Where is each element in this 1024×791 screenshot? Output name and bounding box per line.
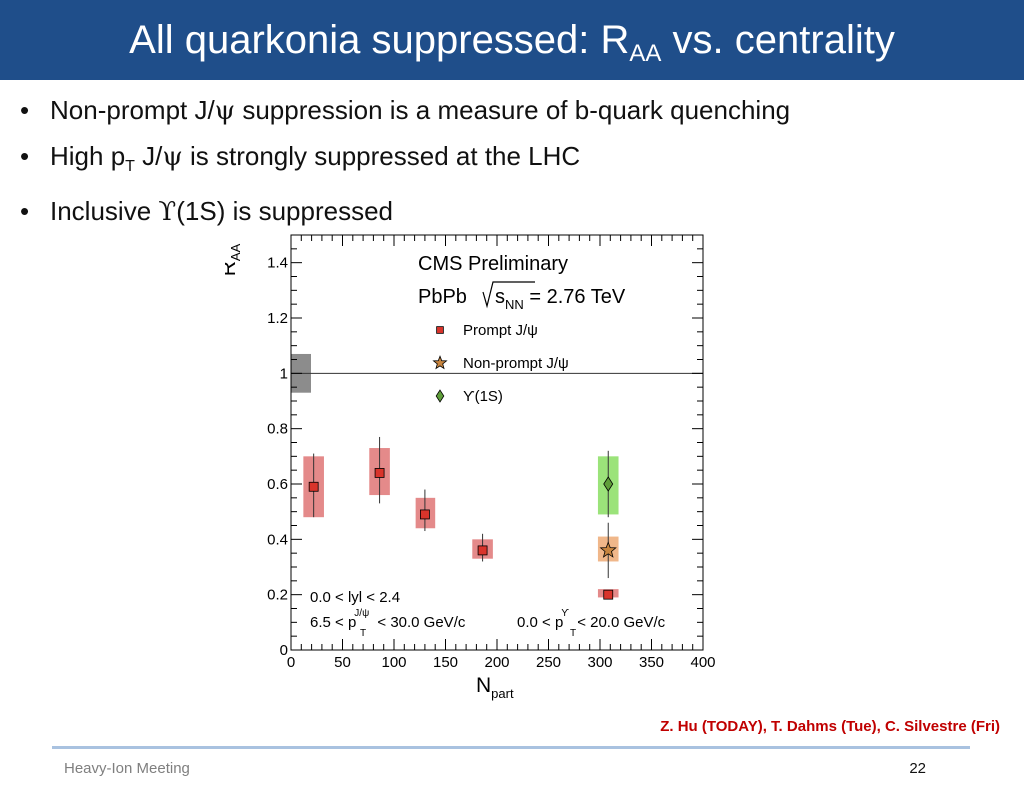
- legend-nonprompt-jpsi-swatch: [432, 355, 448, 370]
- x-axis-label-main: N: [476, 674, 491, 697]
- prompt-jpsi-marker: [419, 509, 430, 520]
- axis-ticks-layer: [290, 234, 704, 651]
- pt-jpsi-pre: 6.5 < p: [310, 614, 356, 631]
- pt-upsilon-label: 0.0 < pϒ < 20.0 GeV/c: [517, 608, 666, 631]
- pt-jpsi-post: < 30.0 GeV/c: [373, 614, 466, 631]
- bullet-subscript: T: [125, 158, 135, 175]
- prompt-jpsi-marker: [477, 545, 488, 556]
- x-tick-label: 400: [690, 654, 715, 671]
- bullet-text: J/: [134, 141, 163, 171]
- title-bar: [0, 0, 1024, 80]
- x-tick-label: 150: [433, 654, 458, 671]
- bullet-list: • Non-prompt J/ψ suppression is a measure…: [20, 88, 790, 235]
- bullet-text: is strongly suppressed at the LHC: [182, 141, 581, 171]
- page-number: 22: [909, 760, 926, 777]
- bullet-text: Inclusive: [50, 196, 159, 226]
- pt-jpsi-label: 6.5 < pJ/ψ < 30.0 GeV/c: [310, 608, 466, 631]
- y-axis-label-sub: AA: [228, 243, 243, 261]
- y-tick-label: 0.6: [267, 476, 288, 493]
- pt-ups-sup: ϒ: [561, 608, 569, 619]
- nonprompt-jpsi-marker: [599, 541, 617, 558]
- y-axis-label-main: R: [225, 261, 240, 276]
- energy-prefix: s: [495, 286, 505, 308]
- y-tick-label: 0: [280, 642, 288, 659]
- systematic-boxes-layer: [303, 448, 619, 598]
- x-axis-label-sub: part: [491, 686, 514, 701]
- x-tick-label: 50: [334, 654, 351, 671]
- legend-prompt-jpsi-swatch: [436, 326, 444, 334]
- sqrt-sign: [482, 281, 535, 309]
- experiment-label: CMS Preliminary: [418, 253, 568, 275]
- x-tick-label: 0: [287, 654, 295, 671]
- bullet-item: • Inclusive ϒ(1S) is suppressed: [20, 189, 790, 235]
- y-tick-label: 0.8: [267, 421, 288, 438]
- title-text: All quarkonia suppressed: R: [129, 18, 630, 62]
- legend-nonprompt-jpsi-label: Non-prompt J/ψ: [463, 355, 569, 372]
- bullet-marker: •: [20, 141, 30, 171]
- bullet-text: (1S) is suppressed: [176, 196, 394, 226]
- legend: Prompt J/ψ Non-prompt J/ψ ϒ(1S): [432, 322, 569, 405]
- energy-value: = 2.76 TeV: [524, 286, 626, 308]
- energy-sub: NN: [505, 297, 524, 312]
- bullet-text: High p: [50, 141, 126, 171]
- y-tick-label: 1.4: [267, 255, 288, 272]
- energy-label: sNN = 2.76 TeV: [495, 286, 626, 312]
- bullet-text: Non-prompt J/: [50, 95, 215, 125]
- title-subscript: AA: [629, 40, 662, 67]
- psi-symbol: ψ: [214, 96, 236, 126]
- title-tail: vs. centrality: [661, 18, 895, 62]
- x-tick-label: 250: [536, 654, 561, 671]
- legend-upsilon-1s-label: ϒ(1S): [463, 388, 503, 405]
- x-axis-label: Npart: [476, 674, 514, 701]
- system-label: PbPb: [418, 286, 467, 308]
- pt-jpsi-sup: J/ψ: [354, 608, 369, 619]
- stat-error-bars-layer: [313, 436, 609, 598]
- prompt-jpsi-marker: [374, 468, 385, 478]
- y-axis-label: RAA: [225, 243, 243, 276]
- upsilon-symbol: ϒ: [158, 197, 177, 227]
- pt-ups-pre: 0.0 < p: [517, 614, 563, 631]
- bullet-marker: •: [20, 196, 30, 226]
- prompt-jpsi-marker: [308, 481, 319, 492]
- x-tick-label: 350: [639, 654, 664, 671]
- footer-divider: [52, 746, 970, 749]
- y-tick-label: 1: [280, 365, 288, 382]
- bullet-item: • Non-prompt J/ψ suppression is a measure…: [20, 88, 790, 134]
- x-tick-label: 200: [484, 654, 509, 671]
- pt-ups-sub: T: [570, 628, 576, 639]
- legend-prompt-jpsi-label: Prompt J/ψ: [463, 322, 538, 339]
- pt-ups-post: < 20.0 GeV/c: [573, 614, 666, 631]
- legend-upsilon-1s-swatch: [435, 389, 445, 403]
- markers-layer: [308, 468, 617, 600]
- footer-text: Heavy-Ion Meeting: [64, 760, 190, 777]
- tick-labels-layer: 0 50 100 150 200 250 300 350 400 0 0.2 0.4 0.6 0.8 1 1.…: [267, 255, 715, 671]
- y-tick-label: 1.2: [267, 310, 288, 327]
- x-tick-label: 100: [381, 654, 406, 671]
- bullet-marker: •: [20, 95, 30, 125]
- slide-title: All quarkonia suppressed: RAA vs. centra…: [0, 16, 1024, 78]
- credit-line: Z. Hu (TODAY), T. Dahms (Tue), C. Silves…: [660, 718, 1000, 735]
- y-tick-label: 0.2: [267, 587, 288, 604]
- y-tick-label: 0.4: [267, 531, 288, 548]
- prompt-jpsi-marker: [603, 589, 614, 600]
- rapidity-label: 0.0 < lyl < 2.4: [310, 589, 400, 606]
- upsilon-1s-marker: [603, 476, 614, 492]
- pt-jpsi-sub: T: [360, 628, 366, 639]
- bullet-item: • High pT J/ψ is strongly suppressed at t…: [20, 134, 790, 189]
- x-tick-label: 300: [587, 654, 612, 671]
- psi-symbol: ψ: [162, 142, 183, 172]
- raa-chart: 0 50 100 150 200 250 300 350 400 0 0.2 0.4 0.6 0.8 1 1.…: [225, 234, 716, 701]
- bullet-text: suppression is a measure of b-quark quen…: [235, 95, 791, 125]
